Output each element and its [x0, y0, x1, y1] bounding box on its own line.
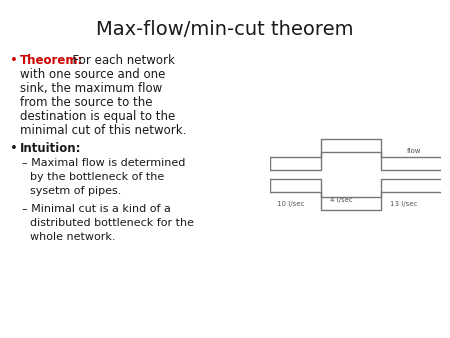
Text: minimal cut of this network.: minimal cut of this network.	[20, 124, 186, 137]
Text: with one source and one: with one source and one	[20, 68, 166, 81]
Text: sink, the maximum flow: sink, the maximum flow	[20, 82, 162, 95]
Text: Intuition:: Intuition:	[20, 142, 81, 155]
Text: – Maximal flow is determined: – Maximal flow is determined	[22, 158, 185, 168]
Text: 10 l/sec: 10 l/sec	[277, 201, 304, 207]
Text: destination is equal to the: destination is equal to the	[20, 110, 175, 123]
Text: by the bottleneck of the: by the bottleneck of the	[30, 172, 164, 182]
Text: flow: flow	[407, 148, 421, 154]
Text: 13 l/sec: 13 l/sec	[390, 201, 417, 207]
Text: For each network: For each network	[20, 54, 175, 67]
Text: sysetm of pipes.: sysetm of pipes.	[30, 186, 122, 196]
Text: Max-flow/min-cut theorem: Max-flow/min-cut theorem	[96, 20, 354, 39]
Text: – Minimal cut is a kind of a: – Minimal cut is a kind of a	[22, 204, 171, 214]
Text: •: •	[10, 142, 18, 155]
Text: from the source to the: from the source to the	[20, 96, 153, 109]
Text: Theorem:: Theorem:	[20, 54, 83, 67]
Text: •: •	[10, 54, 18, 67]
Text: whole network.: whole network.	[30, 232, 116, 242]
Text: distributed bottleneck for the: distributed bottleneck for the	[30, 218, 194, 228]
Text: 4 l/sec: 4 l/sec	[330, 197, 353, 202]
